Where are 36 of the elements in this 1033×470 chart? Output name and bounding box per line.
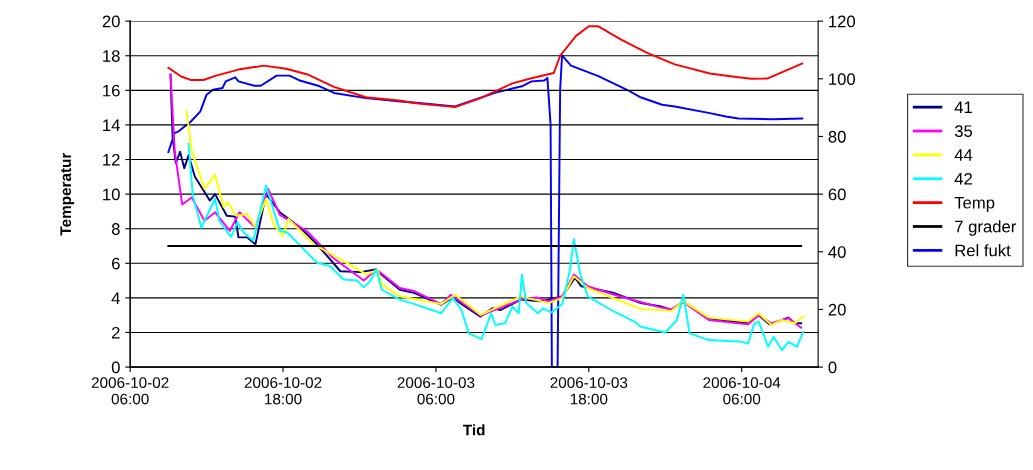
legend-label: 7 grader	[955, 220, 1017, 236]
x-tick-label: 2006-10-02 06:00	[91, 377, 169, 405]
y-tick-label: 0	[111, 361, 120, 374]
y-tick-label: 12	[103, 153, 120, 166]
legend-label: 44	[954, 149, 973, 161]
y2-tick-label: 20	[828, 303, 846, 316]
y-tick-label: 10	[103, 188, 120, 201]
x-tick-label: 2006-10-04 06:00	[703, 377, 781, 405]
y-tick-label: 16	[103, 84, 120, 97]
y-tick-label: 6	[112, 257, 120, 270]
legend-label: 35	[954, 125, 973, 138]
line-series	[167, 54, 804, 368]
y2-tick-label: 40	[828, 246, 846, 258]
x-tick-label: 2006-10-03 06:00	[397, 377, 475, 405]
y-tick-label: 14	[103, 119, 120, 131]
x-tick-label: 2006-10-02 18:00	[244, 377, 322, 405]
y2-tick-label: 100	[829, 73, 856, 86]
y2-tick-label: 80	[828, 130, 846, 143]
y-tick-label: 20	[102, 15, 120, 28]
legend-label: Temp	[954, 196, 995, 212]
line-series	[185, 110, 805, 327]
y-tick-label: 18	[103, 50, 120, 62]
y2-tick-label: 0	[828, 361, 837, 374]
y-tick-label: 4	[111, 292, 120, 304]
legend-label: Rel fukt	[955, 244, 1011, 257]
legend-label: 42	[954, 172, 972, 185]
y-tick-label: 8	[111, 223, 120, 235]
y-tick-label: 2	[112, 326, 120, 339]
x-axis-title: Tid	[463, 424, 485, 436]
line-series	[187, 142, 805, 352]
y2-tick-label: 120	[829, 15, 856, 28]
y2-tick-label: 60	[828, 188, 846, 201]
y-axis-title: Temperatur	[60, 152, 75, 236]
legend-label: 41	[954, 101, 972, 113]
line-series	[167, 25, 804, 109]
x-tick-label: 2006-10-03 18:00	[550, 377, 628, 405]
